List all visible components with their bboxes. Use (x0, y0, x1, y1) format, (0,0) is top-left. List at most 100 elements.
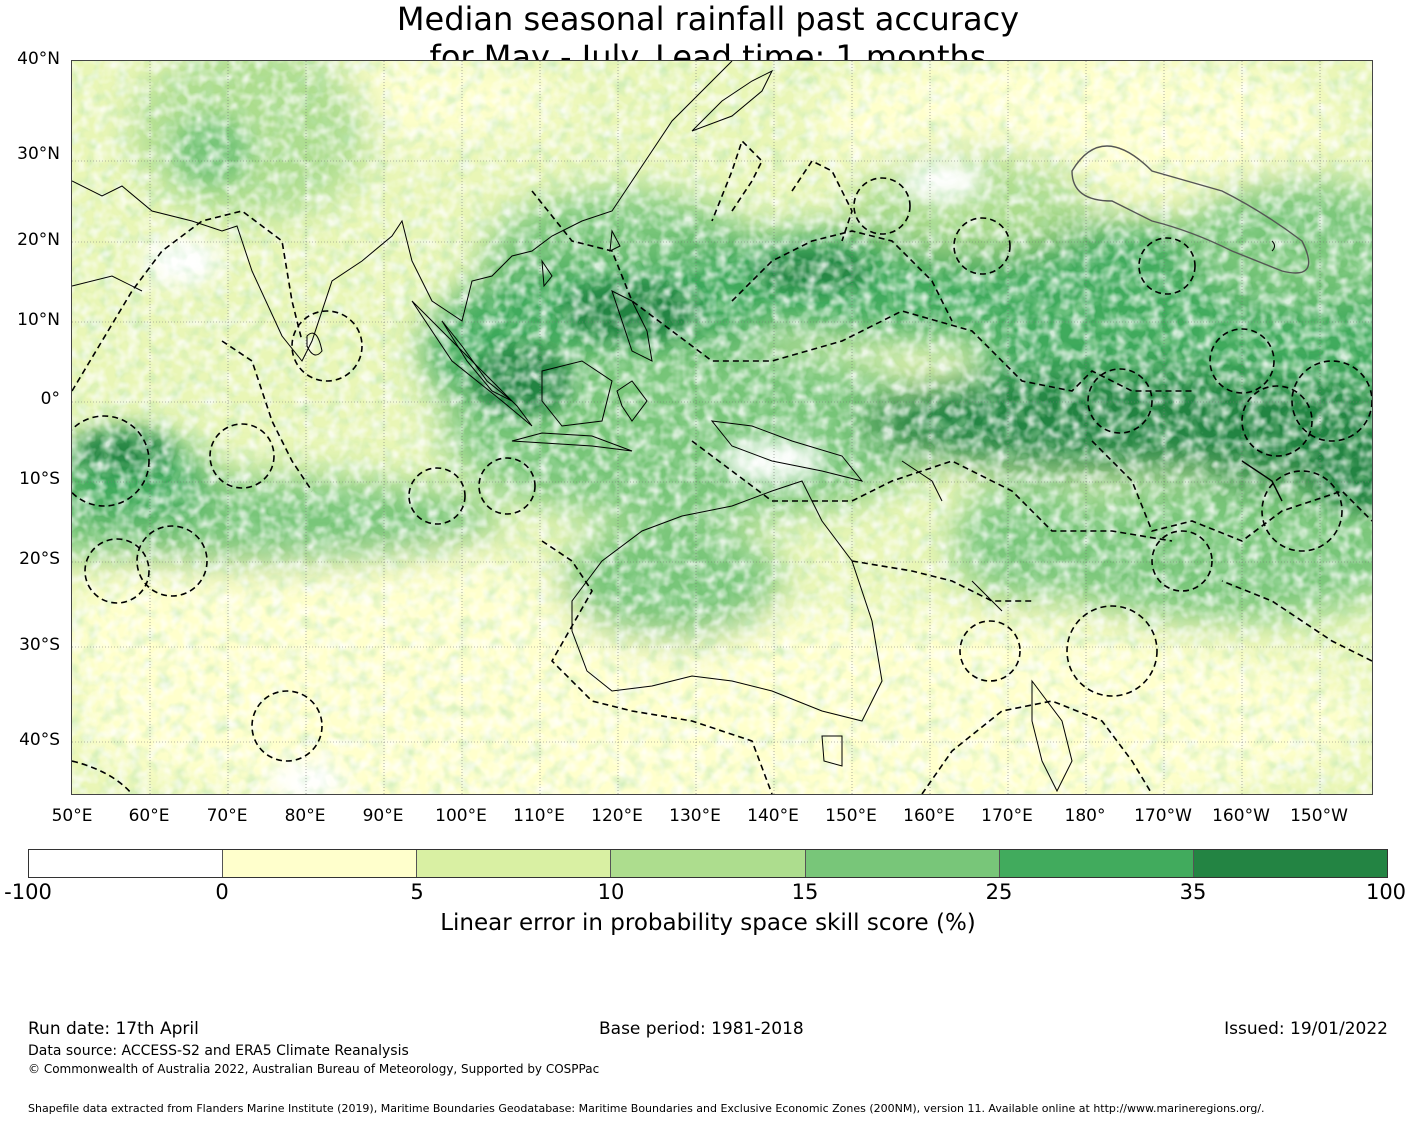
lon-label-150e: 150°E (825, 806, 877, 826)
colorbar-segment (1193, 850, 1387, 877)
issued-date: Issued: 19/01/2022 (1224, 1019, 1388, 1039)
eez-jarvis (1241, 385, 1313, 457)
eez-chagos (209, 423, 275, 489)
eez-hawaii (1071, 145, 1310, 274)
colorbar-segment (29, 850, 224, 877)
lon-label-100e: 100°E (435, 806, 487, 826)
boundary-north-pacific (531, 190, 1192, 392)
eez-minami-torishima (853, 177, 911, 235)
colorbar-segment (999, 850, 1194, 877)
lon-label-160w: 160°W (1212, 806, 1270, 826)
lon-label-170w: 170°W (1134, 806, 1192, 826)
boundary-french-polynesia (1221, 580, 1372, 662)
chart-title-line1: Median seasonal rainfall past accuracy (396, 0, 1020, 38)
lon-label-50e: 50°E (51, 806, 93, 826)
sumatra (411, 300, 533, 427)
colorbar-segment (611, 850, 806, 877)
java (511, 432, 633, 452)
boundary-australia-south (541, 540, 773, 794)
lon-label-140e: 140°E (747, 806, 799, 826)
lat-label-10n: 10°N (17, 310, 60, 330)
colorbar-tick-label: 0 (215, 880, 229, 904)
boundary-melanesia (691, 440, 1173, 542)
eez-mauritius (136, 525, 208, 597)
boundary-micronesia (731, 230, 953, 322)
lon-label-150w: 150°W (1290, 806, 1348, 826)
eez-seychelles (72, 415, 150, 507)
colorbar-tick-label: 15 (791, 880, 819, 904)
lon-label-90e: 90°E (362, 806, 404, 826)
sulawesi (616, 380, 648, 422)
japan (691, 69, 774, 132)
lon-label-70e: 70°E (206, 806, 248, 826)
eez-johnston-atoll (1138, 237, 1196, 295)
eez-niue (1151, 530, 1213, 592)
lon-label-120e: 120°E (591, 806, 643, 826)
eez-reunion (84, 538, 150, 604)
maritime-boundaries (72, 139, 1372, 794)
lat-label-20n: 20°N (17, 230, 60, 250)
boundary-kiribati-solid (1241, 460, 1283, 502)
australia (571, 480, 883, 722)
lon-label-80e: 80°E (284, 806, 326, 826)
colorbar-segment (417, 850, 612, 877)
lat-label-30s: 30°S (19, 635, 60, 655)
philippines (611, 290, 653, 362)
lon-label-180: 180° (1064, 806, 1106, 826)
copyright-notice: © Commonwealth of Australia 2022, Austra… (28, 1062, 600, 1076)
eez-kiribati-line (1291, 360, 1372, 442)
skill-map (71, 60, 1373, 795)
lat-label-30n: 30°N (17, 144, 60, 164)
colorbar-tick-label: 5 (410, 880, 424, 904)
new-caledonia (971, 580, 1003, 612)
colorbar (28, 849, 1388, 878)
data-source: Data source: ACCESS-S2 and ERA5 Climate … (28, 1043, 409, 1059)
boundary-coral-sea (851, 560, 1032, 602)
lat-label-40n: 40°N (17, 49, 60, 69)
lon-label-130e: 130°E (669, 806, 721, 826)
coastlines (72, 61, 1275, 793)
lat-label-40s: 40°S (19, 730, 60, 750)
tasmania (821, 735, 843, 767)
lon-label-110e: 110°E (513, 806, 565, 826)
colorbar-tick-label: 25 (985, 880, 1013, 904)
boundary-southwest-corner (72, 760, 133, 794)
colorbar-tick-label: 100 (1365, 880, 1407, 904)
lat-label-20s: 20°S (19, 549, 60, 569)
eez-christmas-island (408, 467, 466, 525)
colorbar-tick-label: 10 (597, 880, 625, 904)
colorbar-label: Linear error in probability space skill … (440, 910, 976, 936)
shapefile-credit: Shapefile data extracted from Flanders M… (28, 1102, 1265, 1115)
colorbar-segment (223, 850, 418, 877)
eez-kermadec (1066, 605, 1158, 697)
boundary-indian-ocean-west (221, 340, 313, 492)
boundary-south-pacific (1091, 440, 1372, 542)
arabia-coast (72, 275, 143, 292)
skill-map-svg (72, 61, 1372, 794)
base-period: Base period: 1981-2018 (599, 1019, 804, 1039)
boundary-bonin (711, 139, 763, 222)
hainan (541, 259, 553, 288)
run-date: Run date: 17th April (28, 1019, 199, 1039)
eez-maldives (291, 310, 363, 382)
eez-palmyra (1209, 328, 1275, 394)
borneo (541, 360, 613, 427)
eez-wake-island (953, 217, 1011, 275)
colorbar-tick-label: -100 (4, 880, 52, 904)
hawaii-islands (1271, 240, 1275, 252)
boundary-marcus (791, 159, 853, 242)
new-zealand (1031, 679, 1073, 793)
eez-lord-howe (959, 620, 1021, 682)
lon-label-60e: 60°E (128, 806, 170, 826)
boundary-tasman (921, 700, 1153, 794)
colorbar-tick-label: 35 (1179, 880, 1207, 904)
eez-cook-islands (1261, 470, 1343, 552)
eez-cocos-islands (478, 457, 536, 515)
eez-amsterdam-island (251, 690, 323, 762)
taiwan (609, 229, 621, 252)
sri-lanka (306, 332, 323, 356)
asia-coast (72, 61, 733, 362)
new-guinea (710, 420, 864, 482)
lon-label-160e: 160°E (903, 806, 955, 826)
eez-howland-baker (1087, 368, 1153, 434)
